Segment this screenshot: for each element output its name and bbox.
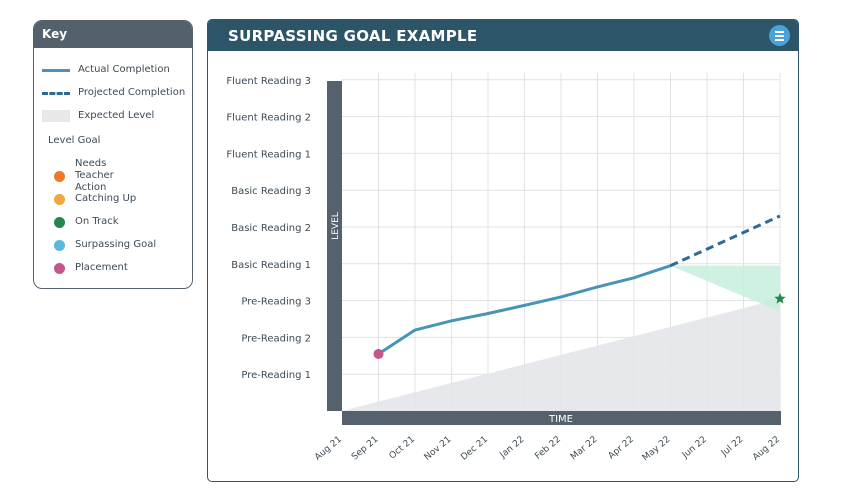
x-tick-label: Feb 22	[533, 435, 563, 462]
y-tick-label: Basic Reading 3	[231, 186, 311, 197]
pink-dot-icon	[54, 262, 65, 274]
blue-dot-icon	[54, 239, 65, 251]
x-tick-label: Jan 22	[498, 435, 527, 461]
x-tick-label: Aug 22	[751, 435, 782, 463]
chart-title: SURPASSING GOAL EXAMPLE	[208, 20, 798, 51]
area-swatch-icon	[42, 110, 70, 122]
expected-level-area	[342, 298, 780, 411]
dashed-line-icon	[42, 91, 70, 95]
legend-title: Key	[34, 21, 192, 48]
y-tick-label: Basic Reading 1	[231, 260, 311, 271]
x-tick-label: Dec 21	[459, 435, 490, 463]
y-tick-label: Basic Reading 2	[231, 223, 311, 234]
y-tick-label: Fluent Reading 3	[226, 76, 311, 87]
y-axis-bar	[327, 81, 342, 411]
yellow-dot-icon	[54, 193, 65, 205]
hamburger-menu-icon[interactable]	[769, 25, 790, 46]
y-tick-label: Pre-Reading 2	[241, 333, 311, 344]
x-tick-label: Jun 22	[680, 435, 709, 462]
legend-panel: Key Actual Completion Projected Completi…	[33, 20, 193, 289]
legend-actual: Actual Completion	[42, 64, 170, 76]
x-axis-label: TIME	[548, 414, 573, 425]
x-tick-label: Oct 21	[388, 435, 417, 462]
legend-catching: Catching Up	[42, 193, 136, 205]
surpassing-region	[670, 265, 780, 312]
legend-projected: Projected Completion	[42, 87, 185, 99]
x-tick-label: Nov 21	[423, 435, 454, 463]
solid-line-icon	[42, 68, 70, 72]
y-tick-label: Fluent Reading 2	[226, 113, 311, 124]
x-axis-bar	[342, 411, 781, 425]
legend-expected: Expected Level	[42, 110, 154, 122]
placement-marker	[373, 348, 384, 359]
legend-ontrack: On Track	[42, 216, 119, 228]
y-tick-label: Fluent Reading 1	[226, 149, 311, 160]
legend-placement: Placement	[42, 262, 128, 274]
legend-level-goal-heading: Level Goal	[48, 135, 101, 146]
goal-star-icon	[774, 292, 786, 304]
x-tick-label: Jul 22	[719, 435, 745, 459]
x-tick-label: Aug 21	[313, 435, 344, 463]
y-axis-label: LEVEL	[331, 212, 341, 240]
orange-dot-icon	[54, 170, 65, 182]
x-tick-label: May 22	[641, 435, 673, 464]
green-dot-icon	[54, 216, 65, 228]
actual-completion-line	[377, 264, 672, 356]
legend-surpassing: Surpassing Goal	[42, 239, 156, 251]
legend-needs: Needs Teacher Action	[42, 158, 145, 194]
x-tick-label: Apr 22	[607, 435, 636, 462]
y-tick-label: Pre-Reading 3	[241, 297, 311, 308]
x-tick-label: Mar 22	[569, 435, 599, 463]
x-tick-label: Sep 21	[350, 435, 380, 463]
y-tick-label: Pre-Reading 1	[241, 370, 311, 381]
projected-completion-line	[669, 214, 781, 268]
